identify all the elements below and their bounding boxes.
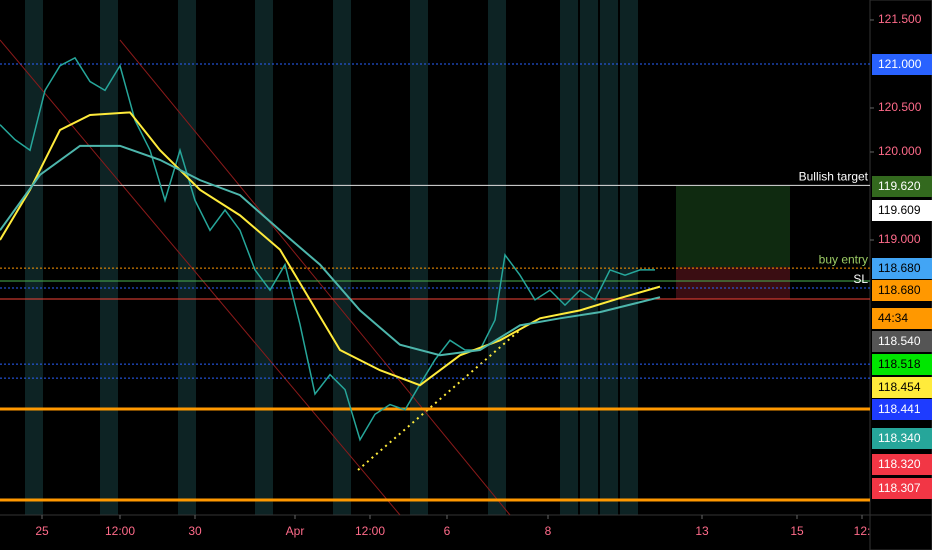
y-tick-label: 120.500: [878, 100, 922, 114]
x-tick-label: 25: [35, 524, 49, 538]
price-label: 118.540: [878, 334, 921, 348]
price-label: 119.609: [878, 203, 921, 217]
series-line: [0, 144, 661, 357]
price-label-box: [872, 54, 932, 75]
price-label-box: [872, 399, 932, 420]
y-tick-label: 120.000: [878, 144, 922, 158]
level-label: buy entry: [819, 252, 868, 266]
x-tick-label: 8: [545, 524, 552, 538]
x-tick-label: 30: [188, 524, 202, 538]
price-label: 118.307: [878, 481, 921, 495]
price-label-box: [872, 331, 932, 352]
session-stripe: [410, 0, 428, 515]
price-label-box: [872, 176, 932, 197]
price-label-box: [872, 428, 932, 449]
x-tick-label: 6: [444, 524, 451, 538]
target-zone: [676, 186, 790, 267]
x-tick-label: 13: [695, 524, 709, 538]
price-label-box: [872, 377, 932, 398]
price-label-box: [872, 478, 932, 499]
session-stripe: [488, 0, 506, 515]
price-label: 119.620: [878, 179, 921, 193]
price-label-box: [872, 280, 932, 301]
price-label-box: [872, 258, 932, 279]
x-tick-label: 12:: [854, 524, 871, 538]
price-label: 118.320: [878, 457, 921, 471]
price-label-box: [872, 454, 932, 475]
level-label: Bullish target: [799, 170, 869, 184]
session-stripe: [333, 0, 351, 515]
session-stripe: [580, 0, 598, 515]
price-label: 118.454: [878, 380, 921, 394]
session-stripe: [560, 0, 578, 515]
x-tick-label: Apr: [286, 524, 305, 538]
series-line: [0, 111, 661, 387]
series-line: [0, 56, 655, 442]
session-stripe: [600, 0, 618, 515]
session-stripe: [178, 0, 196, 515]
price-label-box: [872, 354, 932, 375]
channel-line: [119, 39, 511, 516]
price-label: 118.518: [878, 357, 921, 371]
y-tick-label: 121.500: [878, 12, 922, 26]
price-label: 118.680: [878, 283, 921, 297]
price-label-box: [872, 308, 932, 329]
price-label: 118.680: [878, 261, 921, 275]
session-stripe: [25, 0, 43, 515]
price-label: 44:34: [878, 311, 908, 325]
session-stripe: [620, 0, 638, 515]
session-stripe: [255, 0, 273, 515]
x-tick-label: 12:00: [105, 524, 135, 538]
x-tick-label: 12:00: [355, 524, 385, 538]
x-tick-label: 15: [790, 524, 804, 538]
level-label: SL: [853, 272, 868, 286]
stop-zone: [676, 267, 790, 299]
channel-line: [0, 39, 401, 516]
price-label-box: [872, 200, 932, 221]
session-stripe: [100, 0, 118, 515]
y-tick-label: 119.000: [878, 232, 921, 246]
price-label: 118.340: [878, 431, 921, 445]
price-label: 118.441: [878, 402, 921, 416]
price-label: 121.000: [878, 57, 922, 71]
